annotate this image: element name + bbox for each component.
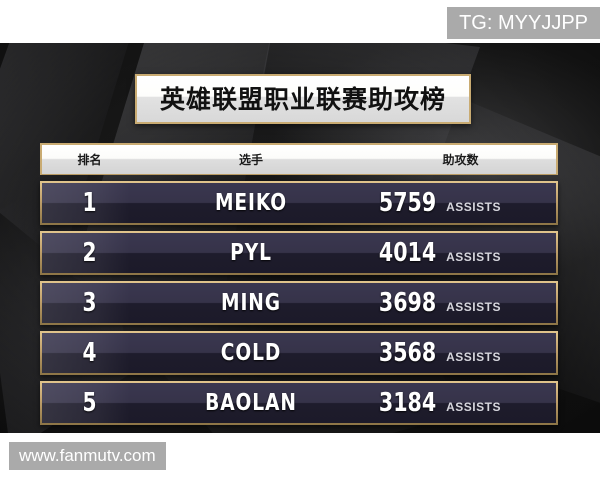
table-row[interactable]: 3 MING 3698 ASSISTS bbox=[40, 281, 558, 325]
table-header-row: 排名 选手 助攻数 bbox=[40, 143, 558, 175]
cell-assists: 4014 ASSISTS bbox=[365, 238, 556, 268]
table-body: 1 MEIKO 5759 ASSISTS 2 PYL 4014 ASSISTS 3 MING 369… bbox=[40, 181, 558, 425]
assists-unit-label: ASSISTS bbox=[446, 250, 501, 264]
assists-unit-label: ASSISTS bbox=[446, 400, 501, 414]
column-header-player: 选手 bbox=[238, 153, 263, 167]
cell-player-name: COLD bbox=[220, 340, 282, 366]
page-title: 英雄联盟职业联赛助攻榜 bbox=[159, 84, 446, 114]
assists-count: 4014 bbox=[378, 238, 437, 268]
cell-player-name: MING bbox=[221, 290, 281, 316]
cell-rank: 2 bbox=[82, 238, 97, 268]
cell-rank: 4 bbox=[82, 338, 97, 368]
assists-count: 3568 bbox=[378, 338, 437, 368]
assists-count: 5759 bbox=[378, 188, 437, 218]
assists-unit-label: ASSISTS bbox=[446, 200, 501, 214]
cell-rank: 1 bbox=[82, 188, 97, 218]
column-header-assists: 助攻数 bbox=[442, 153, 479, 167]
cell-player-name: BAOLAN bbox=[205, 390, 297, 416]
watermark-bottom-left: www.fanmutv.com bbox=[9, 442, 166, 470]
cell-rank: 3 bbox=[82, 288, 97, 318]
table-row[interactable]: 4 COLD 3568 ASSISTS bbox=[40, 331, 558, 375]
table-row[interactable]: 2 PYL 4014 ASSISTS bbox=[40, 231, 558, 275]
assists-unit-label: ASSISTS bbox=[446, 350, 501, 364]
assists-count: 3698 bbox=[378, 288, 437, 318]
cell-player-name: MEIKO bbox=[214, 190, 288, 216]
cell-assists: 3568 ASSISTS bbox=[365, 338, 556, 368]
column-header-rank: 排名 bbox=[77, 153, 102, 167]
watermark-top-right: TG: MYYJJPP bbox=[447, 7, 600, 39]
cell-assists: 5759 ASSISTS bbox=[365, 188, 556, 218]
title-banner: 英雄联盟职业联赛助攻榜 bbox=[135, 74, 471, 124]
assists-count: 3184 bbox=[378, 388, 437, 418]
cell-assists: 3184 ASSISTS bbox=[365, 388, 556, 418]
cell-player-name: PYL bbox=[230, 240, 272, 266]
leaderboard-table: 排名 选手 助攻数 1 MEIKO 5759 ASSISTS 2 PYL 4014 ASSIS… bbox=[40, 143, 558, 425]
table-row[interactable]: 5 BAOLAN 3184 ASSISTS bbox=[40, 381, 558, 425]
cell-rank: 5 bbox=[82, 388, 97, 418]
table-row[interactable]: 1 MEIKO 5759 ASSISTS bbox=[40, 181, 558, 225]
cell-assists: 3698 ASSISTS bbox=[365, 288, 556, 318]
assists-unit-label: ASSISTS bbox=[446, 300, 501, 314]
